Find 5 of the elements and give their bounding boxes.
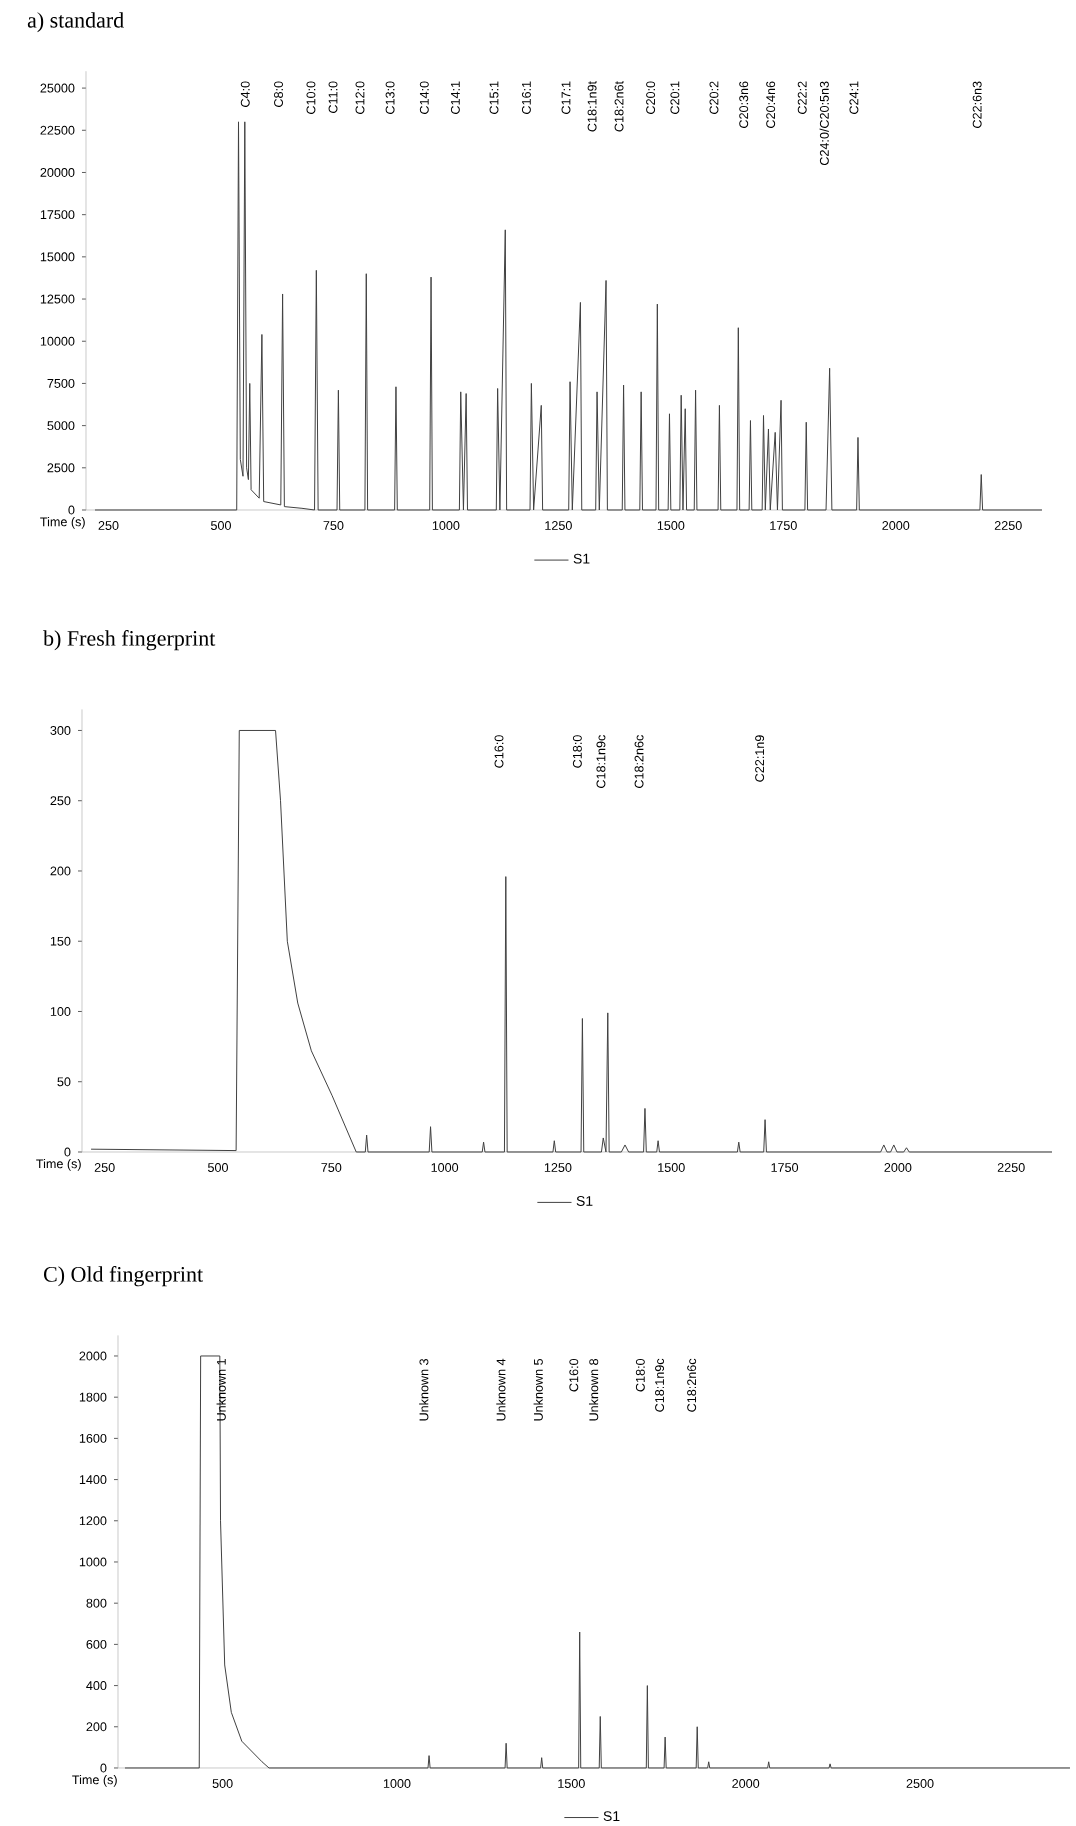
line-series <box>90 729 1053 1153</box>
chart-title: a) standard <box>27 12 124 33</box>
chart-title: C) Old fingerprint <box>43 1266 204 1287</box>
chart-title: b) Fresh fingerprint <box>43 630 216 651</box>
line-series <box>124 1355 1071 1769</box>
